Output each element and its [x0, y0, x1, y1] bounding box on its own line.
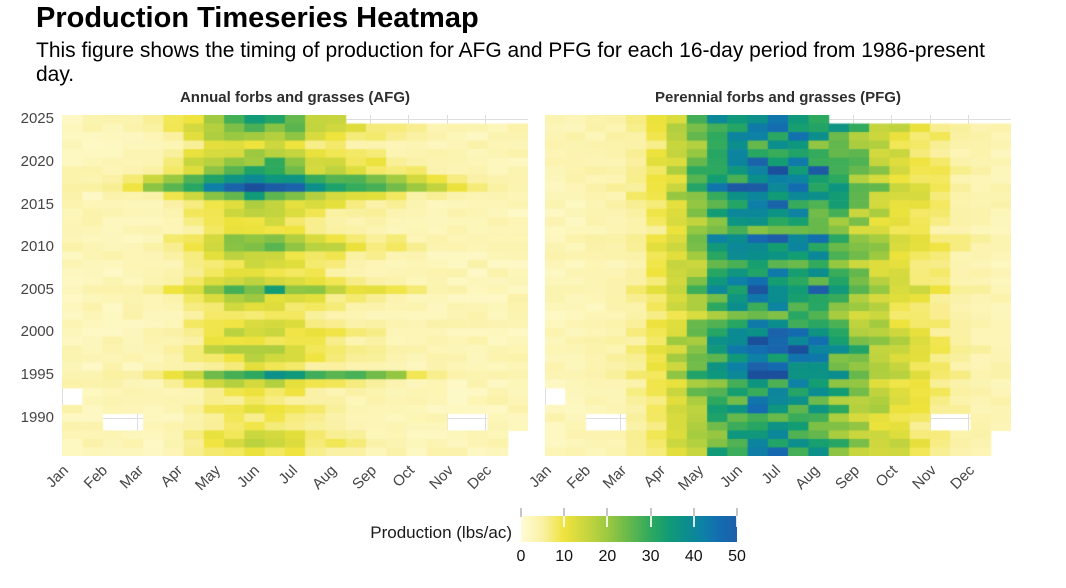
colorbar-tick-mark	[606, 508, 609, 517]
colorbar-tick-label: 30	[641, 548, 660, 565]
heatmap-panel-afg	[62, 115, 528, 456]
heatmap-plot-pfg[interactable]	[545, 115, 1011, 456]
colorbar-tick-mark	[520, 508, 522, 517]
y-tick-label: 2000	[20, 323, 54, 341]
heatmap-panel-pfg	[545, 115, 1011, 456]
panel-title-pfg: Perennial forbs and grasses (PFG)	[655, 89, 901, 106]
y-tick-label: 2020	[20, 152, 54, 170]
y-tick-label: 1990	[20, 408, 54, 426]
figure-subtitle: This figure shows the timing of producti…	[36, 39, 985, 86]
colorbar-notch	[649, 516, 652, 527]
colorbar-tick-label: 40	[684, 548, 703, 565]
heatmap-plot-afg[interactable]	[62, 115, 528, 456]
colorbar-notch	[736, 516, 738, 527]
y-tick-label: 1995	[20, 366, 54, 383]
y-tick-label: 2005	[20, 280, 54, 298]
colorbar-notch	[563, 516, 566, 527]
y-tick-label: 2025	[20, 110, 54, 128]
page-title: Production Timeseries Heatmap	[36, 2, 479, 34]
colorbar-tick-mark	[563, 508, 566, 517]
colorbar-gradient	[521, 516, 737, 542]
colorbar-tick-label: 50	[728, 548, 746, 565]
colorbar-tick-mark	[692, 508, 695, 517]
y-tick-label: 2015	[20, 195, 54, 213]
y-tick-label: 2010	[20, 238, 54, 256]
colorbar-tick-mark	[736, 508, 738, 517]
colorbar-tick-label: 20	[598, 548, 617, 565]
colorbar-tick-label: 0	[516, 548, 526, 565]
panel-title-afg: Annual forbs and grasses (AFG)	[179, 89, 411, 106]
colorbar-tick-label: 10	[555, 548, 574, 565]
colorbar-tick-mark	[649, 508, 652, 517]
colorbar-notch	[692, 516, 695, 527]
colorbar-label: Production (lbs/ac)	[370, 523, 512, 542]
colorbar-notch	[606, 516, 609, 527]
